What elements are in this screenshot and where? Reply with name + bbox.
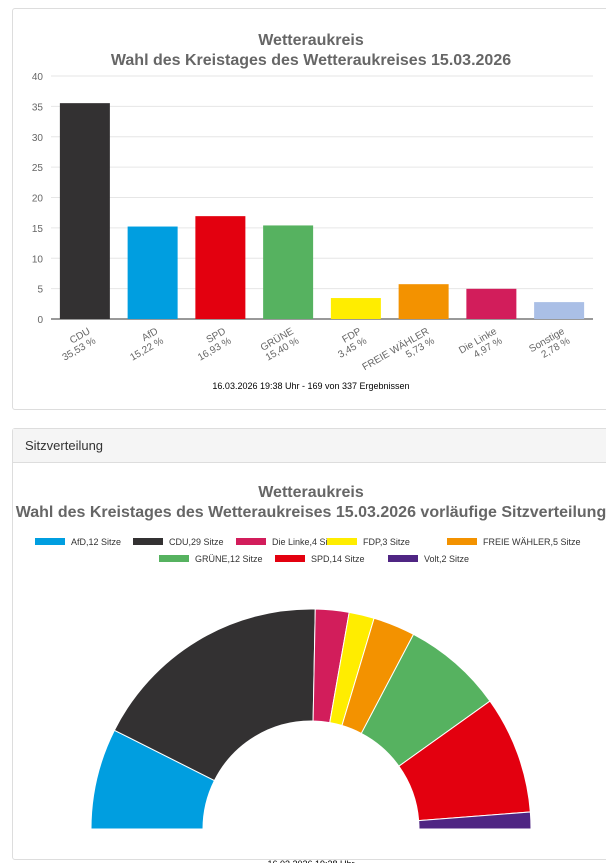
legend-item: GRÜNE,12 Sitze xyxy=(195,554,263,564)
legend-swatch xyxy=(388,555,418,562)
y-tick-label: 30 xyxy=(32,133,44,144)
x-tick-label: GRÜNE15,40 % xyxy=(258,325,302,363)
x-tick-label: FREIE WÄHLER5,73 % xyxy=(360,325,437,382)
y-tick-label: 35 xyxy=(32,102,44,113)
legend-item: AfD,12 Sitze xyxy=(71,537,121,547)
y-tick-label: 10 xyxy=(32,254,44,265)
x-tick-label: Sonstige2,78 % xyxy=(527,326,572,365)
bar-FREIE WÄHLER xyxy=(398,284,449,319)
seat-segment-Volt xyxy=(418,811,532,830)
seat-distribution-chart: Wetteraukreis Wahl des Kreistages des Wet… xyxy=(16,484,606,868)
legend-swatch xyxy=(236,538,266,545)
x-tick-label: FDP3,45 % xyxy=(331,326,369,361)
seat-chart-card: Sitzverteilung Wetteraukreis Wahl des Kre… xyxy=(12,428,606,868)
y-tick-label: 25 xyxy=(32,163,44,174)
chart-footer: 16.03.2026 19:38 Uhr xyxy=(267,859,354,863)
legend-swatch xyxy=(35,538,65,545)
legend-item: FREIE WÄHLER,5 Sitze xyxy=(483,537,581,547)
y-tick-label: 20 xyxy=(32,194,44,205)
vote-chart-card: Wetteraukreis Wahl des Kreistages des Wet… xyxy=(12,8,606,410)
y-tick-label: 15 xyxy=(32,224,44,235)
legend-item: Volt,2 Sitze xyxy=(424,554,469,564)
chart-title: Wetteraukreis xyxy=(258,32,364,49)
legend-item: CDU,29 Sitze xyxy=(169,537,224,547)
x-tick-label: Die Linke4,97 % xyxy=(457,326,504,366)
legend-swatch xyxy=(133,538,163,545)
bar-CDU xyxy=(59,103,110,320)
bar-SPD xyxy=(195,216,246,319)
bar-AfD xyxy=(127,226,178,319)
legend-swatch xyxy=(275,555,305,562)
legend-item: Die Linke,4 Sitze xyxy=(272,537,340,547)
chart-subtitle: Wahl des Kreistages des Wetteraukreises … xyxy=(16,504,606,521)
panel-header: Sitzverteilung xyxy=(13,429,606,463)
bar-Sonstige xyxy=(534,302,585,319)
chart-subtitle: Wahl des Kreistages des Wetteraukreises … xyxy=(111,52,511,69)
y-tick-label: 0 xyxy=(37,315,43,326)
seat-segment-CDU xyxy=(113,608,316,782)
chart-footer: 16.03.2026 19:38 Uhr - 169 von 337 Ergeb… xyxy=(212,381,409,391)
vote-bar-chart: Wetteraukreis Wahl des Kreistages des Wet… xyxy=(32,32,593,391)
x-tick-label: AfD15,22 % xyxy=(123,326,166,363)
bar-GRÜNE xyxy=(263,225,314,319)
chart-title: Wetteraukreis xyxy=(258,484,364,501)
legend-item: SPD,14 Sitze xyxy=(311,554,365,564)
y-tick-label: 40 xyxy=(32,72,44,83)
legend-swatch xyxy=(447,538,477,545)
x-tick-label: CDU35,53 % xyxy=(55,326,98,363)
bar-Die Linke xyxy=(466,288,517,319)
legend-swatch xyxy=(159,555,189,562)
legend-swatch xyxy=(327,538,357,545)
y-tick-label: 5 xyxy=(37,285,43,296)
bar-FDP xyxy=(330,298,381,319)
x-tick-label: SPD16,93 % xyxy=(191,326,234,363)
legend-item: FDP,3 Sitze xyxy=(363,537,410,547)
